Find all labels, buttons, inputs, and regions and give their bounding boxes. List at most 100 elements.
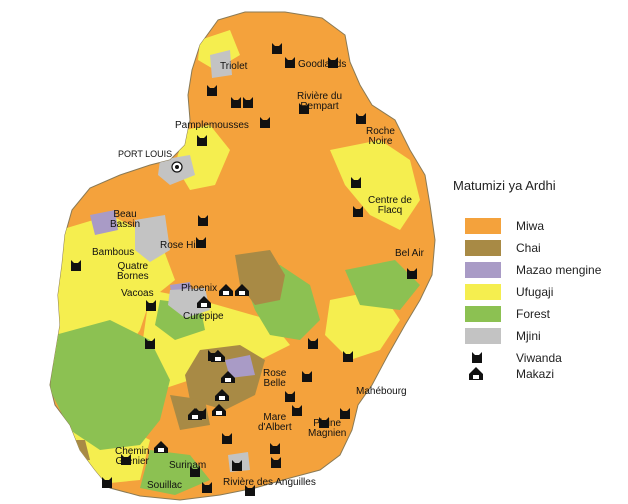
- settlement-icon: [211, 350, 225, 362]
- legend-label: Ufugaji: [516, 285, 554, 299]
- label-mahebourg: Mahébourg: [356, 386, 407, 397]
- forest-south: [140, 450, 210, 495]
- label-quatre-bornes-line1: Quatre: [117, 261, 149, 272]
- label-goodlands: Goodlands: [298, 59, 347, 70]
- legend-label: Viwanda: [516, 351, 562, 365]
- legend-swatch: [465, 306, 501, 322]
- factory-icon: [243, 97, 253, 108]
- factory-icon: [71, 260, 81, 271]
- factory-icon: [190, 466, 200, 477]
- label-plaine-magnien-line1: Plaine: [313, 418, 342, 429]
- forest-southwest: [50, 320, 170, 450]
- label-beau-bassin: Beau Bassin: [110, 210, 140, 230]
- label-roche-noire: Roche Noire: [366, 127, 395, 147]
- factory-icon: [270, 443, 280, 454]
- factory-icon: [299, 103, 309, 114]
- settlement-icon: [212, 404, 226, 416]
- map-legend: Matumizi ya Ardhi Miwa Chai Mazao mengine U…: [453, 178, 623, 381]
- factory-icon: [196, 237, 206, 248]
- label-quatre-bornes-line2: Bornes: [117, 271, 149, 282]
- label-riviere-des-anguilles: Rivière des Anguilles: [223, 477, 316, 488]
- label-chemin-grenier: Chemin Grenier: [115, 447, 149, 467]
- settlement-icon: [221, 371, 235, 383]
- factory-icon: [328, 57, 338, 68]
- label-centre-de-flacq-line2: Flacq: [377, 205, 403, 216]
- label-chemin-grenier-line2: Grenier: [115, 456, 149, 467]
- factory-icon: [245, 485, 255, 496]
- label-surinam: Surinam: [169, 460, 207, 471]
- factory-icon: [231, 97, 241, 108]
- factory-icon: [146, 300, 156, 311]
- legend-title: Matumizi ya Ardhi: [453, 178, 556, 193]
- settlement-icon: [469, 367, 483, 380]
- factory-icon: [102, 477, 112, 488]
- legend-swatch: [465, 218, 501, 234]
- factory-icon: [292, 405, 302, 416]
- factory-icon: [353, 206, 363, 217]
- factory-icon: [302, 371, 312, 382]
- factory-icon: [272, 43, 282, 54]
- legend-label: Mjini: [516, 329, 541, 343]
- label-plaine-magnien-line2: Magnien: [308, 428, 347, 439]
- label-roche-noire-line2: Noire: [368, 136, 393, 147]
- factory-icon: [356, 113, 366, 124]
- label-beau-bassin-line2: Bassin: [110, 219, 141, 230]
- label-mare-dalbert-line1: Mare: [263, 412, 287, 423]
- urban-curepipe: [168, 288, 210, 318]
- factory-icon: [222, 433, 232, 444]
- label-bambous: Bambous: [92, 247, 135, 258]
- factory-icon: [343, 351, 353, 362]
- label-rose-belle-line2: Belle: [263, 378, 286, 389]
- settlement-icon: [235, 284, 249, 296]
- settlement-icon: [215, 389, 229, 401]
- label-riviere-du-rempart-line1: Rivière du: [297, 91, 343, 102]
- factory-icon: [472, 352, 482, 363]
- other-crops-2: [225, 355, 255, 378]
- settlement-icon: [219, 284, 233, 296]
- label-rose-belle-line1: Rose: [263, 368, 287, 379]
- factory-icon: [285, 391, 295, 402]
- factory-icon: [121, 454, 131, 465]
- legend-swatch: [465, 284, 501, 300]
- legend-label: Forest: [516, 307, 551, 321]
- pasture-east: [330, 140, 420, 230]
- factory-icon: [271, 457, 281, 468]
- factory-icon: [207, 85, 217, 96]
- factory-icon: [145, 338, 155, 349]
- legend-swatch: [465, 240, 501, 256]
- label-quatre-bornes: Quatre Bornes: [117, 262, 149, 282]
- legend-label: Makazi: [516, 367, 555, 381]
- label-chemin-grenier-line1: Chemin: [115, 446, 150, 457]
- factory-icon: [260, 117, 270, 128]
- urban-north: [210, 50, 232, 78]
- factory-icon: [351, 177, 361, 188]
- label-port-louis: PORT LOUIS: [118, 149, 173, 159]
- capital-marker: [171, 161, 183, 173]
- legend-label: Chai: [516, 241, 541, 255]
- label-pamplemousses: Pamplemousses: [175, 120, 249, 131]
- factory-icon: [407, 268, 417, 279]
- factory-icon: [340, 408, 350, 419]
- factory-icon: [308, 338, 318, 349]
- label-triolet: Triolet: [220, 61, 248, 72]
- label-rose-hill: Rose Hill: [160, 240, 201, 251]
- forest-east: [345, 260, 420, 310]
- tea-west: [60, 440, 90, 462]
- label-centre-de-flacq: Centre de Flacq: [368, 196, 412, 216]
- label-bel-air: Bel Air: [395, 248, 424, 259]
- legend-swatch: [465, 262, 501, 278]
- other-crops-1: [90, 210, 118, 235]
- legend-label: Miwa: [516, 219, 545, 233]
- label-mare-dalbert-line2: d'Albert: [258, 422, 292, 433]
- settlement-icon: [197, 296, 211, 308]
- label-vacoas: Vacoas: [121, 288, 154, 299]
- label-rose-belle: Rose Belle: [263, 369, 286, 389]
- label-beau-bassin-line1: Beau: [113, 209, 137, 220]
- factory-icon: [285, 57, 295, 68]
- urban-rose-hill: [135, 215, 170, 262]
- label-plaine-magnien: Plaine Magnien: [308, 419, 346, 439]
- label-roche-noire-line1: Roche: [366, 126, 395, 137]
- factory-icon: [232, 460, 242, 471]
- settlement-icon: [154, 441, 168, 453]
